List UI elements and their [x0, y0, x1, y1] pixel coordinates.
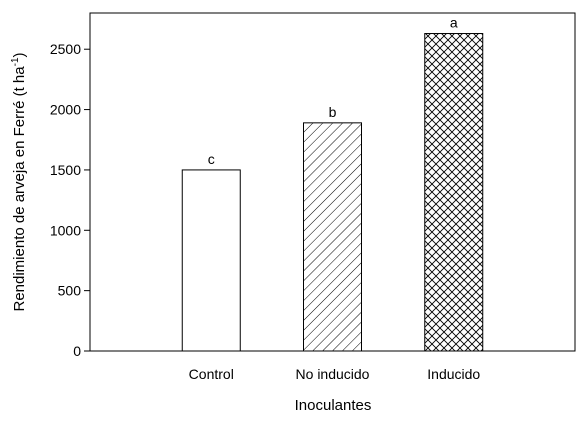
significance-label: b	[329, 104, 337, 120]
bar	[424, 33, 484, 352]
y-tick-label: 2500	[50, 41, 81, 57]
significance-label: c	[208, 151, 215, 167]
bar	[181, 169, 241, 352]
y-axis-title: Rendimiento de arveja en Ferré (t ha-1)	[10, 52, 28, 311]
y-tick-label: 1000	[50, 222, 81, 238]
plot-area: 0 500 1000 1500 2000 2500 c Control b No inducido…	[50, 12, 576, 382]
y-axis-title-superscript: -1	[10, 57, 21, 66]
y-tick-label: 1500	[50, 162, 81, 178]
y-axis-title-main: Rendimiento de arveja en Ferré (t ha	[11, 66, 28, 312]
x-tick-label: Control	[189, 366, 234, 382]
x-axis-title: Inoculantes	[295, 397, 372, 414]
x-tick-label: No inducido	[296, 366, 370, 382]
y-axis-title-close: )	[11, 52, 28, 57]
x-tick-label: Inducido	[427, 366, 480, 382]
y-tick-label: 2000	[50, 102, 81, 118]
y-tick-label: 500	[58, 283, 82, 299]
y-tick-label: 0	[73, 343, 81, 359]
significance-label: a	[450, 15, 458, 31]
bar	[303, 122, 362, 352]
